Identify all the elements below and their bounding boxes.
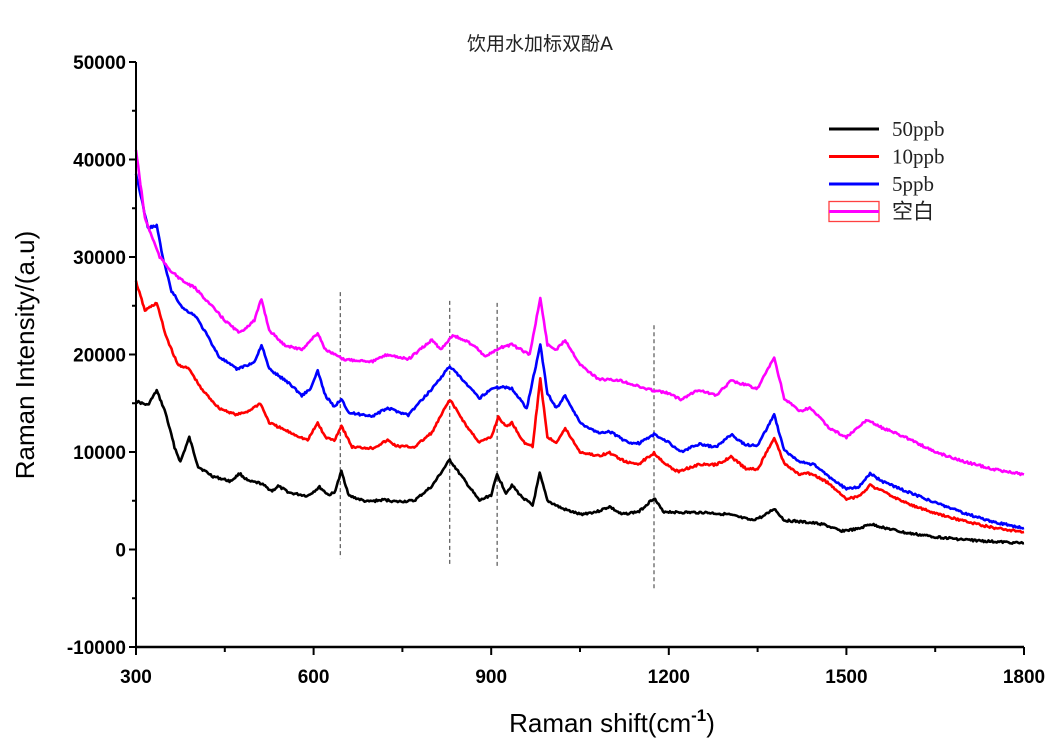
y-tick-label: -10000: [67, 638, 126, 659]
series-line-2: [134, 173, 1025, 530]
x-axis-title-suffix: ): [706, 708, 715, 738]
x-tick-label: 600: [298, 667, 330, 688]
y-axis-title: Raman Intensity/(a.u): [10, 231, 40, 480]
series-line-3: [134, 149, 1025, 477]
chart-title: 饮用水加标双酚A: [467, 33, 613, 55]
y-tick-label: 50000: [73, 53, 126, 74]
x-axis-title-main: Raman shift(cm: [509, 708, 691, 738]
series-line-0: [135, 388, 1025, 545]
y-tick-label: 40000: [73, 151, 126, 172]
y-tick-label: 20000: [73, 346, 126, 367]
x-tick-label: 1200: [648, 667, 690, 688]
y-tick-label: 10000: [73, 443, 126, 464]
axes: -10000 0 10000 20000 30000 40000 50000 300 600 90…: [67, 53, 1045, 688]
x-tick-label: 900: [475, 667, 507, 688]
y-tick-label: 0: [115, 541, 126, 562]
series-group: [134, 149, 1025, 545]
x-tick-label: 300: [120, 667, 152, 688]
legend-label: 50ppb: [892, 117, 945, 141]
legend-label: 10ppb: [892, 145, 945, 169]
legend-label: 空白: [892, 200, 934, 224]
x-axis-title: Raman shift(cm-1): [509, 706, 715, 738]
x-tick-label: 1800: [1003, 667, 1045, 688]
legend: 50ppb 10ppb 5ppb 空白: [828, 117, 945, 224]
legend-label: 5ppb: [892, 172, 934, 196]
x-axis-title-superscript: -1: [691, 706, 706, 725]
series-line-1: [134, 280, 1025, 534]
x-tick-label: 1500: [825, 667, 867, 688]
y-tick-label: 30000: [73, 248, 126, 269]
